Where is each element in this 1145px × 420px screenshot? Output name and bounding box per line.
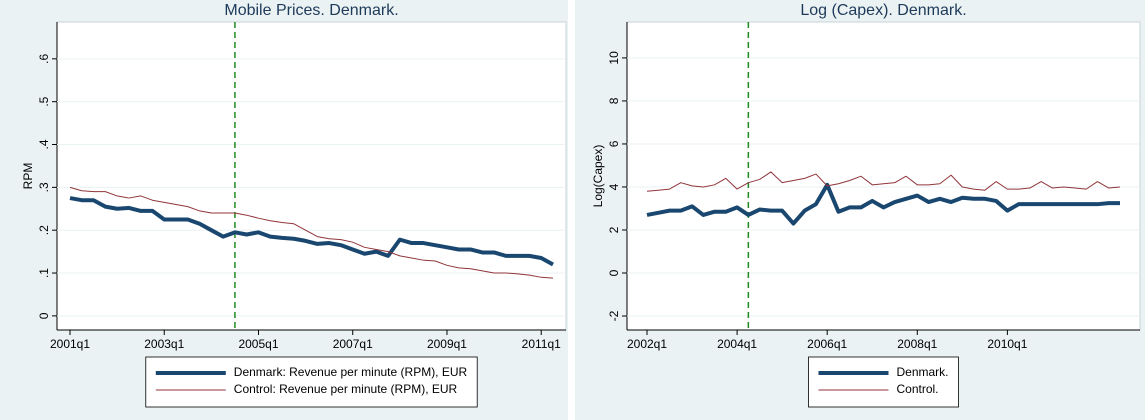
y-tick-label: 0	[37, 312, 51, 319]
y-tick-label: .3	[37, 182, 51, 192]
legend-label: Denmark: Revenue per minute (RPM), EUR	[234, 365, 468, 379]
chart-title: Log (Capex). Denmark.	[800, 2, 966, 19]
legend-label: Control: Revenue per minute (RPM), EUR	[234, 382, 458, 396]
y-tick-label: .1	[37, 268, 51, 278]
data-line	[646, 182, 1120, 226]
legend: Denmark: Revenue per minute (RPM), EUR Co…	[145, 356, 478, 408]
legend-box	[145, 356, 478, 408]
y-axis-title: RPM	[21, 163, 35, 190]
x-tick-label: 2006q1	[807, 337, 847, 351]
y-tick-label: 10	[607, 51, 621, 65]
legend-label: Denmark.	[896, 365, 948, 379]
y-tick-label: 0	[607, 269, 621, 276]
y-tick-label: 4	[607, 183, 621, 190]
data-line	[69, 186, 554, 279]
y-axis-title: Log(Capex)	[591, 145, 605, 208]
chart-panel: Log (Capex). Denmark. Log(Capex) -2 0 2 4 6 8 10…	[575, 0, 1145, 420]
y-tick-label: .4	[37, 139, 51, 149]
plot-area	[626, 21, 1141, 331]
legend-box	[808, 356, 959, 408]
y-tick-label: .6	[37, 54, 51, 64]
legend-label: Control.	[896, 382, 938, 396]
data-line	[646, 171, 1121, 192]
y-tick-label: 6	[607, 140, 621, 147]
x-tick-label: 2011q1	[522, 337, 561, 351]
y-tick-label: -2	[607, 310, 621, 321]
chart-title: Mobile Prices. Denmark.	[224, 2, 398, 19]
y-tick-label: .5	[37, 96, 51, 106]
x-tick-label: 2009q1	[427, 337, 467, 351]
y-tick-label: 8	[607, 97, 621, 104]
x-tick-label: 2001q1	[50, 337, 90, 351]
x-tick-label: 2008q1	[897, 337, 937, 351]
x-tick-label: 2003q1	[144, 337, 184, 351]
x-tick-label: 2002q1	[627, 337, 667, 351]
x-tick-label: 2005q1	[238, 337, 278, 351]
plot-area	[56, 21, 567, 331]
legend: Denmark. Control.	[808, 356, 959, 408]
x-tick-label: 2004q1	[717, 337, 757, 351]
data-line	[69, 196, 554, 267]
chart-panel: Mobile Prices. Denmark. RPM 0 .1 .2 .3 .4 .5 .6 2…	[0, 0, 568, 420]
x-tick-label: 2007q1	[333, 337, 373, 351]
x-tick-label: 2010q1	[987, 337, 1027, 351]
y-tick-label: 2	[607, 226, 621, 233]
y-tick-label: .2	[37, 225, 51, 235]
